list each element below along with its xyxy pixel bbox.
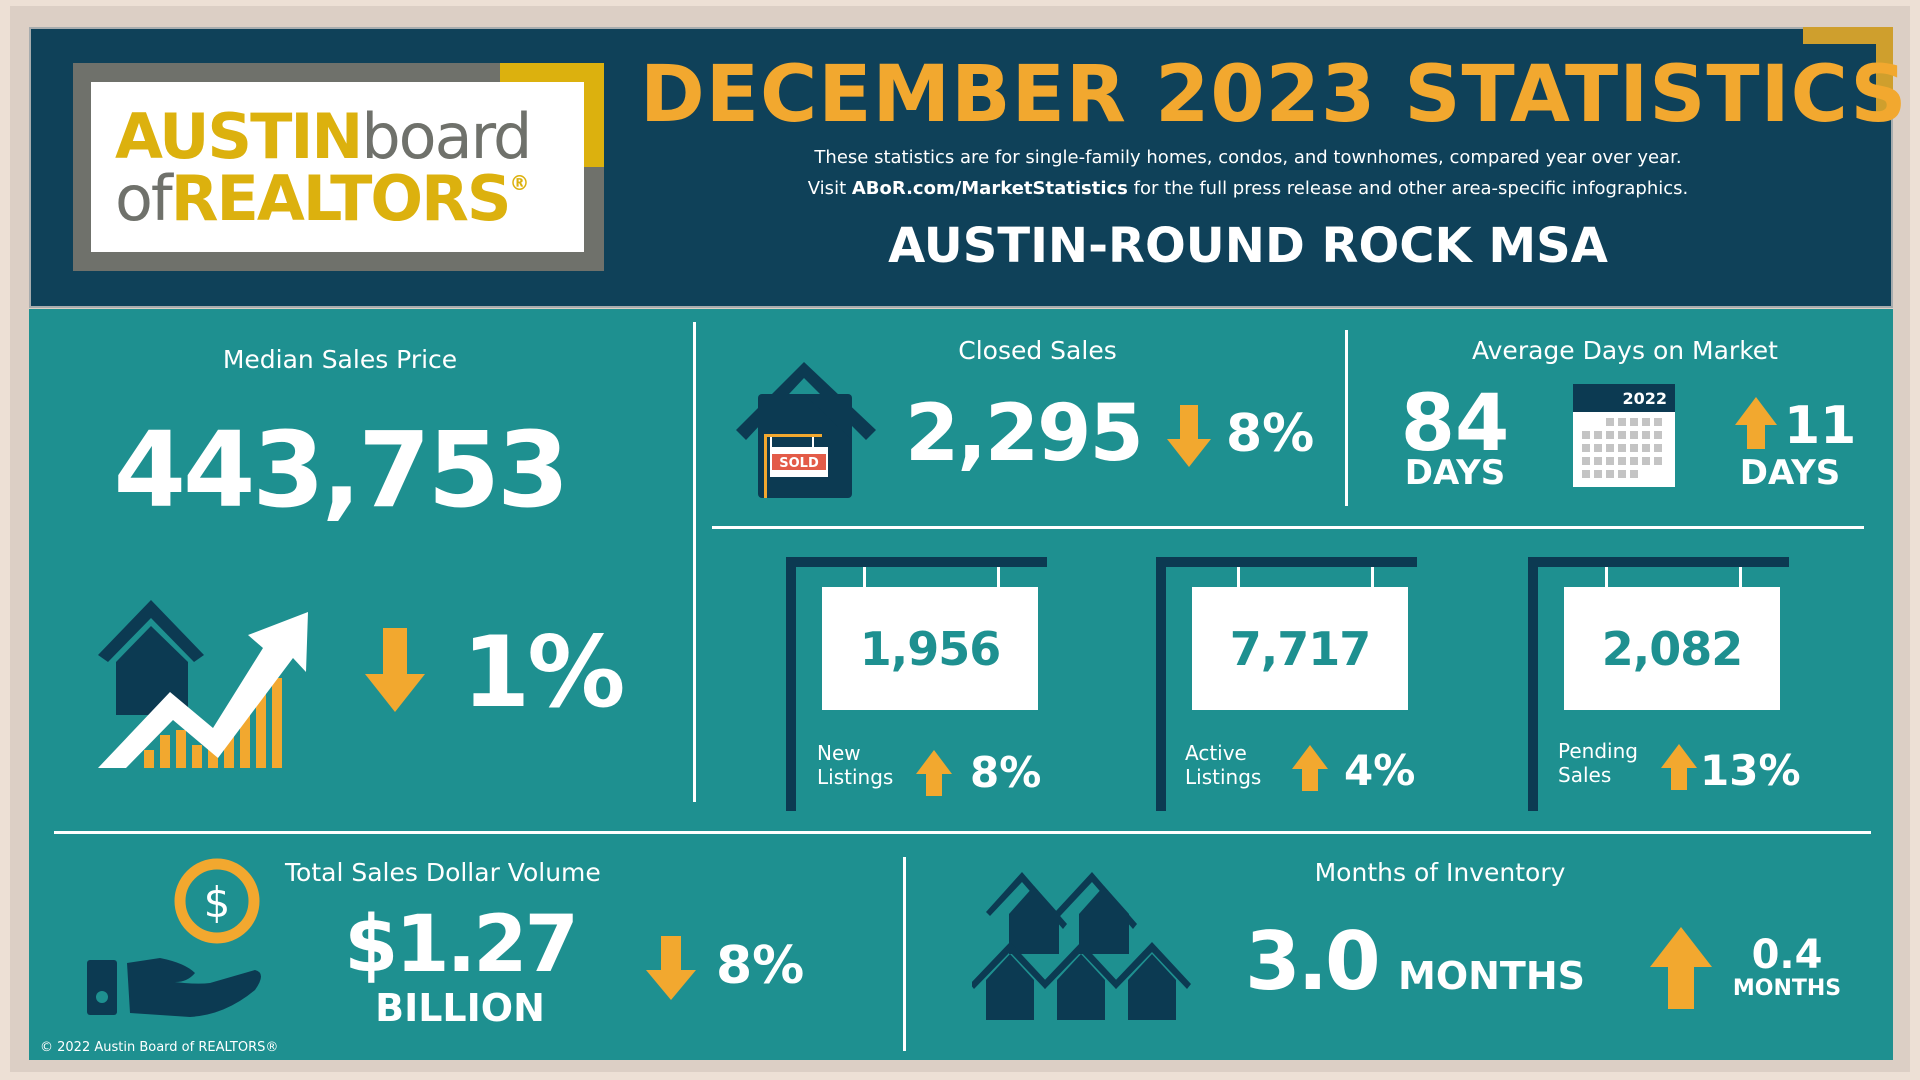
divider-vertical-top	[1345, 330, 1348, 506]
page-title: DECEMBER 2023 STATISTICS	[640, 50, 1908, 140]
inventory-unit: MONTHS	[1398, 954, 1586, 998]
abor-logo: AUSTINboard ofREALTORS®	[91, 82, 584, 252]
median-price-label: Median Sales Price	[222, 345, 458, 374]
subtitle-scope: These statistics are for single-family h…	[814, 147, 1682, 168]
divider-horizontal-middle	[712, 526, 1864, 529]
logo-line-1: AUSTINboard	[115, 100, 532, 173]
inventory-label: Months of Inventory	[1314, 858, 1566, 887]
arrow-up-icon	[916, 750, 952, 796]
closed-sales-value: 2,295	[905, 389, 1144, 479]
sold-house-icon: SOLD	[736, 362, 876, 498]
divider-vertical-bottom	[903, 857, 906, 1051]
total-volume-label: Total Sales Dollar Volume	[285, 858, 601, 887]
pending-sales-value: 2,082	[1564, 587, 1780, 710]
logo-line-2: ofREALTORS®	[115, 162, 529, 235]
region-title: AUSTIN-ROUND ROCK MSA	[888, 218, 1608, 274]
inventory-value: 3.0	[1245, 915, 1381, 1008]
arrow-up-icon	[1292, 745, 1328, 791]
days-on-market-label: Average Days on Market	[1472, 336, 1778, 365]
median-price-value: 443,753	[113, 409, 570, 531]
copyright: © 2022 Austin Board of REALTORS®	[40, 1040, 279, 1055]
inventory-change-unit: MONTHS	[1732, 976, 1842, 1001]
arrow-up-icon	[1661, 744, 1697, 790]
new-listings-card: 1,956 New Listings 8%	[786, 557, 1186, 811]
gold-corner-bracket	[1803, 27, 1893, 117]
arrow-up-icon	[1735, 397, 1777, 449]
money-hand-icon: $	[87, 858, 261, 1017]
closed-sales-change: 8%	[1226, 404, 1315, 464]
inventory-change: 0.4	[1751, 932, 1823, 978]
svg-text:SOLD: SOLD	[779, 456, 819, 471]
pending-sales-card: 2,082 Pending Sales 13%	[1528, 557, 1898, 811]
arrow-down-icon	[646, 936, 696, 1000]
days-on-market-change: 11	[1784, 396, 1857, 456]
pending-sales-change: 13%	[1700, 746, 1801, 795]
days-on-market-change-unit: DAYS	[1739, 453, 1841, 493]
active-listings-value: 7,717	[1192, 587, 1408, 710]
new-listings-change: 8%	[970, 748, 1042, 797]
svg-text:$: $	[204, 878, 231, 927]
market-statistics-link[interactable]: ABoR.com/MarketStatistics	[851, 178, 1128, 199]
arrow-down-icon	[365, 628, 425, 712]
days-on-market-value: 84	[1400, 379, 1510, 469]
total-volume-value: $1.27	[344, 900, 579, 990]
days-on-market-unit: DAYS	[1404, 453, 1506, 493]
house-chart-icon	[98, 600, 308, 768]
calendar-icon: 2022	[1573, 384, 1675, 487]
new-listings-label: New Listings	[817, 741, 894, 789]
arrow-up-icon	[1650, 927, 1712, 1009]
pending-sales-label: Pending Sales	[1558, 739, 1638, 787]
total-volume-unit: BILLION	[375, 986, 545, 1030]
median-price-change: 1%	[462, 616, 625, 730]
total-volume-change: 8%	[716, 936, 805, 996]
subtitle-visit: Visit ABoR.com/MarketStatistics for the …	[807, 178, 1689, 199]
houses-stack-icon	[972, 872, 1191, 1020]
calendar-grid	[1582, 418, 1662, 478]
active-listings-change: 4%	[1344, 746, 1416, 795]
closed-sales-label: Closed Sales	[958, 336, 1117, 365]
divider-vertical-left	[693, 322, 696, 802]
active-listings-card: 7,717 Active Listings 4%	[1156, 557, 1556, 811]
new-listings-value: 1,956	[822, 587, 1038, 710]
active-listings-label: Active Listings	[1185, 741, 1262, 789]
arrow-down-icon	[1167, 405, 1211, 467]
divider-horizontal-bottom	[54, 831, 1871, 834]
